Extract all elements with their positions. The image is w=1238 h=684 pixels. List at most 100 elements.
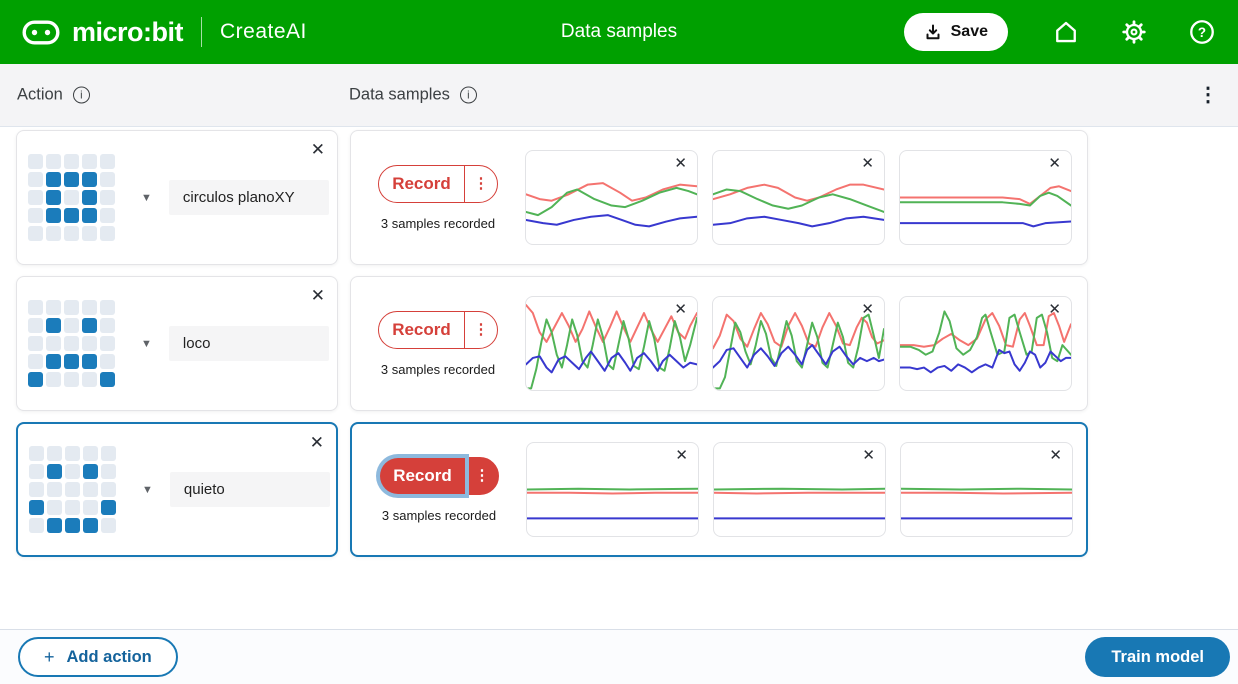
led-grid[interactable] [29, 446, 116, 533]
action-name-input[interactable] [168, 180, 329, 215]
settings-button[interactable] [1120, 18, 1148, 46]
record-button-group: Record ⋮ [379, 456, 499, 495]
gear-icon [1122, 20, 1146, 44]
sample-graph-card: ✕ [713, 442, 886, 537]
led-pixel-on [28, 372, 43, 387]
sample-graph-card: ✕ [526, 442, 699, 537]
led-pixel-off [82, 154, 97, 169]
close-icon[interactable]: ✕ [310, 140, 325, 159]
led-pixel-off [29, 482, 44, 497]
record-button[interactable]: Record [379, 166, 464, 202]
led-pixel-on [46, 190, 61, 205]
action-name-input[interactable] [169, 472, 330, 507]
samples-recorded-label: 3 samples recorded [380, 215, 496, 231]
train-model-button[interactable]: Train model [1085, 637, 1230, 677]
led-pixel-on [82, 172, 97, 187]
led-pixel-on [46, 172, 61, 187]
actions-list: ✕ ▼ Record ⋮ 3 samples recorded ✕ ✕ ✕ ✕ ▼ [0, 127, 1238, 557]
action-name-input[interactable] [168, 326, 329, 361]
close-icon[interactable]: ✕ [674, 301, 687, 318]
record-column: Record ⋮ 3 samples recorded [352, 456, 526, 523]
led-pixel-off [28, 154, 43, 169]
sample-graph [713, 297, 884, 390]
product-name: CreateAI [220, 20, 307, 43]
led-pixel-off [82, 372, 97, 387]
sample-graph-card: ✕ [712, 150, 885, 245]
sample-graph-card: ✕ [525, 150, 698, 245]
led-pixel-on [82, 318, 97, 333]
led-pixel-on [65, 518, 80, 533]
action-card: ✕ ▼ [16, 130, 338, 265]
close-icon[interactable]: ✕ [862, 447, 875, 464]
led-pixel-off [64, 226, 79, 241]
save-button[interactable]: Save [903, 13, 1008, 51]
led-pixel-off [46, 336, 61, 351]
led-pixel-off [47, 482, 62, 497]
close-icon[interactable]: ✕ [1049, 447, 1062, 464]
sample-graph [900, 151, 1071, 244]
led-pixel-off [101, 518, 116, 533]
led-pixel-on [101, 500, 116, 515]
chevron-down-icon[interactable]: ▼ [141, 337, 152, 350]
led-pixel-off [46, 226, 61, 241]
led-pixel-off [28, 300, 43, 315]
header-actions: Save ? [903, 13, 1216, 51]
led-pixel-off [64, 372, 79, 387]
record-button[interactable]: Record [380, 458, 465, 494]
record-options-kebab-icon[interactable]: ⋮ [464, 311, 497, 348]
led-pixel-off [100, 208, 115, 223]
info-icon[interactable]: i [72, 86, 90, 104]
column-header-bar: Action i Data samples i ⋮ [0, 64, 1238, 127]
help-button[interactable]: ? [1188, 18, 1216, 46]
led-pixel-off [101, 446, 116, 461]
led-pixel-on [64, 354, 79, 369]
led-pixel-off [100, 336, 115, 351]
led-pixel-off [100, 354, 115, 369]
led-pixel-on [47, 518, 62, 533]
close-icon[interactable]: ✕ [1048, 155, 1061, 172]
led-pixel-on [82, 190, 97, 205]
close-icon[interactable]: ✕ [861, 301, 874, 318]
led-pixel-off [65, 446, 80, 461]
record-column: Record ⋮ 3 samples recorded [351, 164, 525, 231]
record-options-kebab-icon[interactable]: ⋮ [464, 165, 497, 202]
home-button[interactable] [1052, 18, 1080, 46]
close-icon[interactable]: ✕ [1048, 301, 1061, 318]
led-pixel-off [101, 464, 116, 479]
led-pixel-off [28, 172, 43, 187]
info-icon[interactable]: i [459, 86, 477, 104]
record-options-kebab-icon[interactable]: ⋮ [465, 457, 498, 494]
samples-recorded-label: 3 samples recorded [380, 361, 496, 377]
led-pixel-on [100, 372, 115, 387]
samples-column-label: Data samples i [349, 86, 477, 105]
led-pixel-off [83, 482, 98, 497]
close-icon[interactable]: ✕ [675, 447, 688, 464]
record-button[interactable]: Record [379, 312, 464, 348]
chevron-down-icon[interactable]: ▼ [141, 191, 152, 204]
samples-label-text: Data samples [349, 85, 450, 104]
action-row: ✕ ▼ Record ⋮ 3 samples recorded ✕ ✕ ✕ [16, 422, 1238, 557]
close-icon[interactable]: ✕ [674, 155, 687, 172]
led-pixel-off [100, 318, 115, 333]
sample-graph [901, 443, 1072, 536]
led-pixel-off [83, 500, 98, 515]
action-label-text: Action [17, 85, 63, 104]
add-action-button[interactable]: + Add action [18, 637, 178, 677]
sample-graph [714, 443, 885, 536]
led-pixel-on [46, 354, 61, 369]
close-icon[interactable]: ✕ [310, 286, 325, 305]
led-pixel-on [82, 354, 97, 369]
led-grid[interactable] [28, 154, 115, 241]
led-grid[interactable] [28, 300, 115, 387]
led-pixel-off [100, 154, 115, 169]
chevron-down-icon[interactable]: ▼ [142, 483, 153, 496]
close-icon[interactable]: ✕ [861, 155, 874, 172]
led-pixel-off [82, 336, 97, 351]
action-column-label: Action i [17, 86, 90, 105]
close-icon[interactable]: ✕ [309, 433, 324, 452]
led-pixel-off [47, 500, 62, 515]
page-menu-kebab-icon[interactable]: ⋮ [1198, 84, 1218, 106]
sample-graph-card: ✕ [525, 296, 698, 391]
help-icon: ? [1190, 20, 1214, 44]
page-title: Data samples [560, 21, 678, 42]
